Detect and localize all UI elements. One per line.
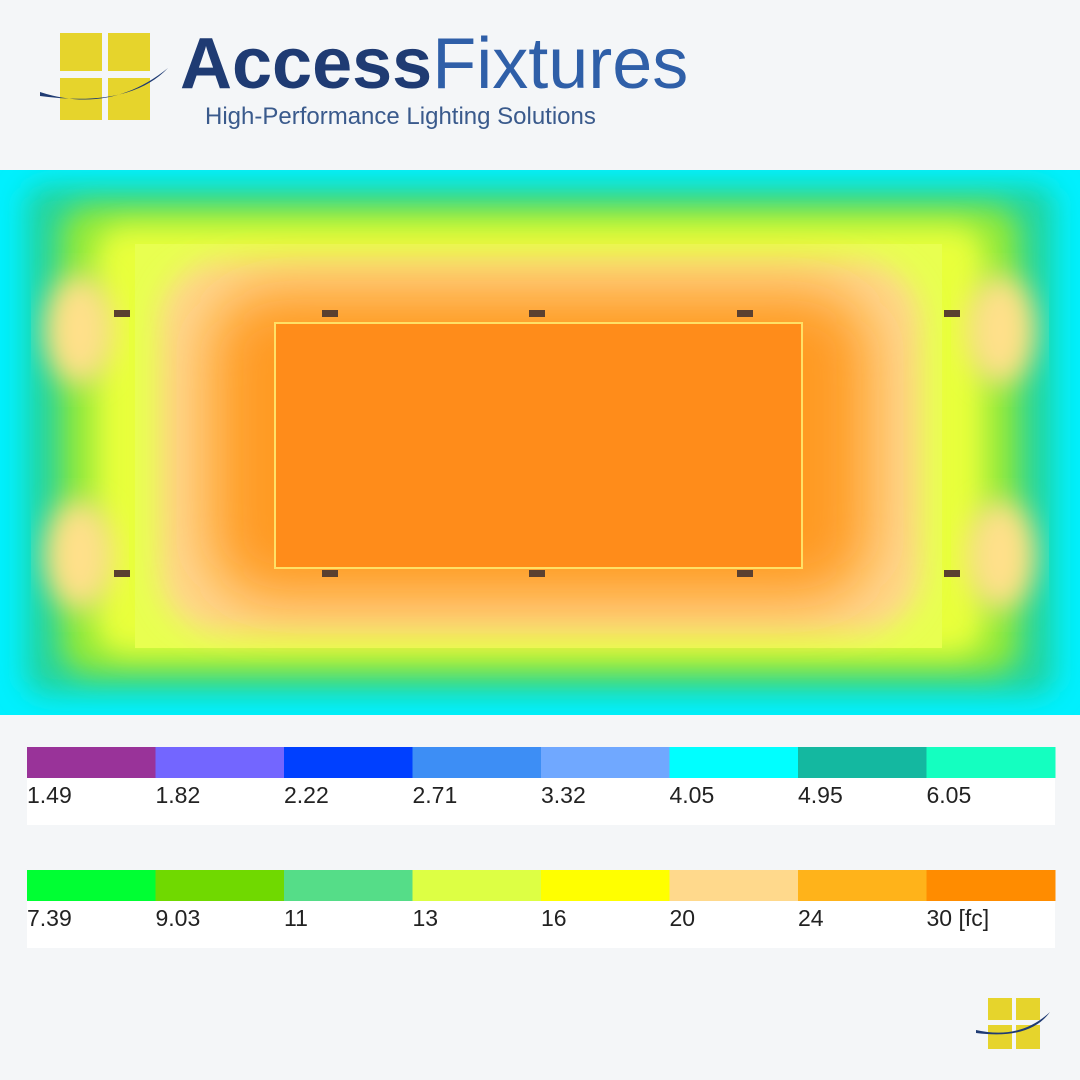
legend-swatch [155, 870, 285, 901]
small-logo [976, 998, 1050, 1049]
heatmap [0, 170, 1080, 715]
legend-swatch [541, 747, 670, 778]
legend-swatch [926, 747, 1056, 778]
legend-swatch [412, 870, 542, 901]
legend-label: 13 [413, 905, 439, 931]
legend-swatch [798, 747, 927, 778]
legend-label: 4.95 [798, 782, 843, 808]
logo [40, 33, 168, 120]
legend-swatch [926, 870, 1056, 901]
legend-label: 4.05 [670, 782, 715, 808]
legend-label: 30 [fc] [927, 905, 990, 931]
legend-swatch [798, 870, 927, 901]
brand: AccessFixtures [180, 24, 688, 104]
legend-swatch [412, 747, 542, 778]
legend-label: 1.82 [156, 782, 201, 808]
brand-second: Fixtures [432, 24, 688, 104]
legend-label: 3.32 [541, 782, 586, 808]
legend-swatch [669, 870, 799, 901]
legend-label: 2.22 [284, 782, 329, 808]
legend-label: 7.39 [27, 905, 72, 931]
legend-label: 24 [798, 905, 824, 931]
legend-swatch [284, 870, 413, 901]
legend-label: 11 [284, 905, 308, 931]
tagline: High-Performance Lighting Solutions [205, 103, 596, 130]
legend-swatch [669, 747, 799, 778]
legend-label: 9.03 [156, 905, 201, 931]
legend-swatch [284, 747, 413, 778]
legend-swatch [155, 747, 285, 778]
legend-label: 1.49 [27, 782, 72, 808]
legend-label: 16 [541, 905, 567, 931]
legend-swatch [541, 870, 670, 901]
legend-label: 20 [670, 905, 696, 931]
brand-first: Access [180, 24, 432, 104]
legend-swatch [27, 747, 156, 778]
legend-label: 6.05 [927, 782, 972, 808]
legend-swatch [27, 870, 156, 901]
legend-label: 2.71 [413, 782, 458, 808]
